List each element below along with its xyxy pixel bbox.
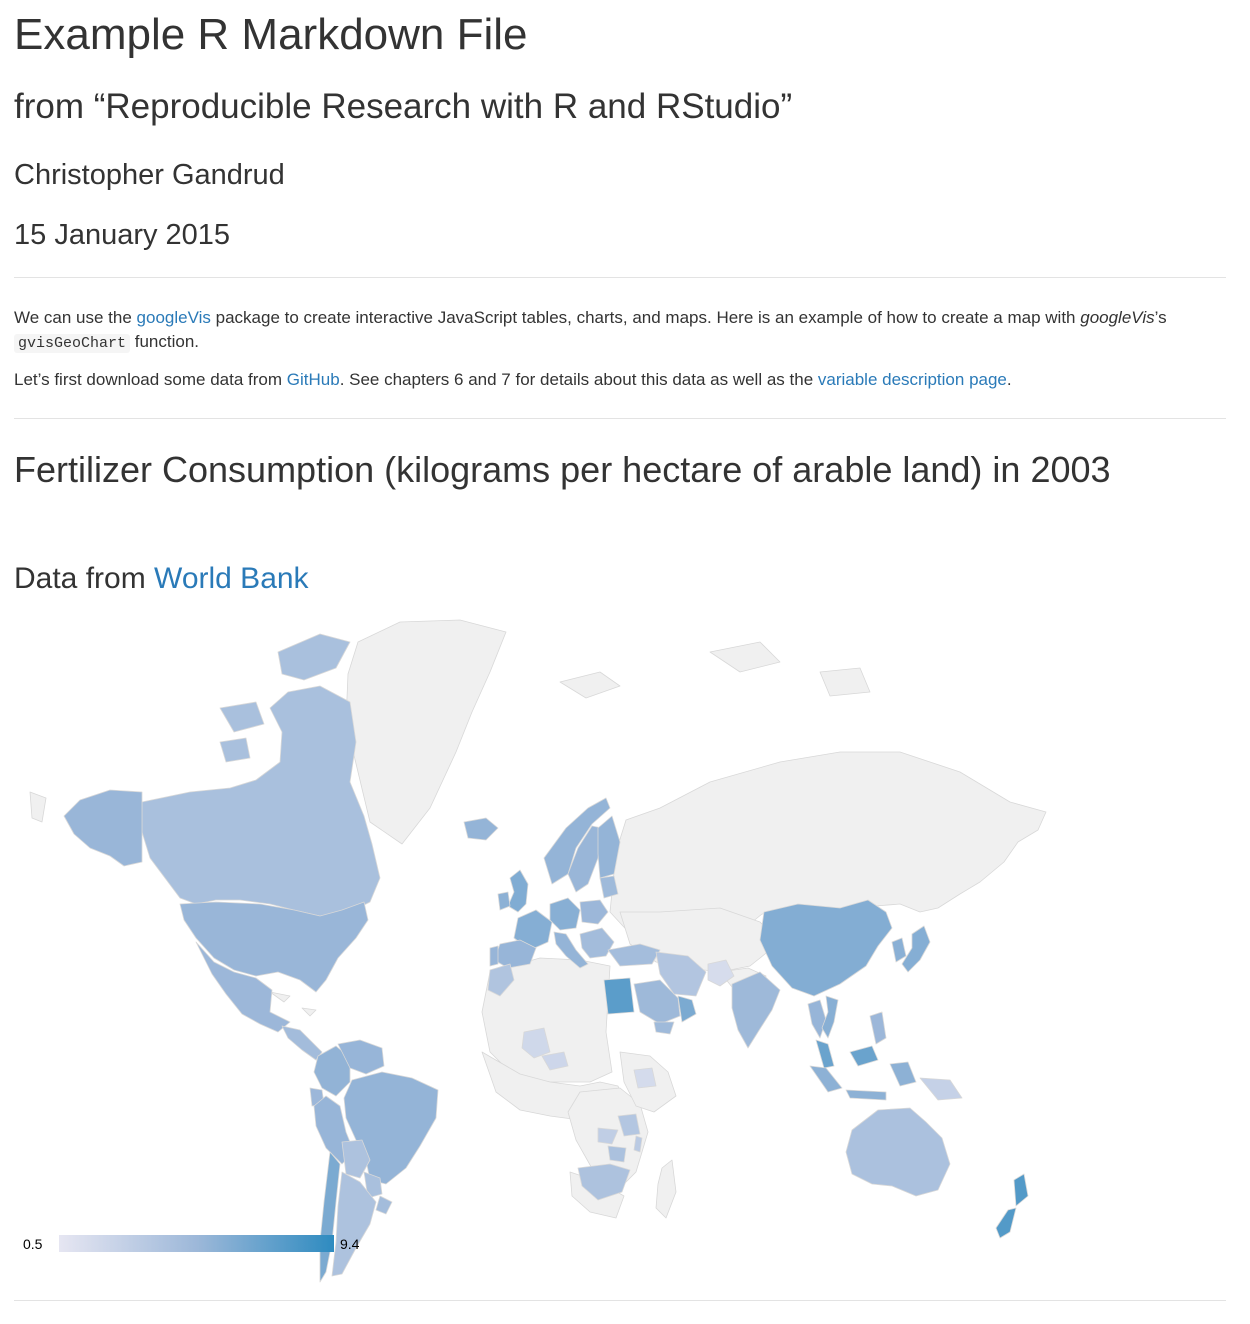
country-vietnam[interactable] bbox=[821, 995, 839, 1039]
country-saudi-arabia[interactable] bbox=[633, 979, 681, 1025]
googlevis-link[interactable]: googleVis bbox=[136, 308, 211, 327]
country-new-zealand[interactable] bbox=[995, 1173, 1029, 1239]
country-china[interactable] bbox=[759, 899, 893, 997]
no-data-region-madagascar bbox=[655, 1159, 677, 1219]
country-malawi[interactable] bbox=[633, 1135, 643, 1153]
document-date: 15 January 2015 bbox=[14, 219, 231, 251]
country-korea[interactable] bbox=[891, 937, 907, 963]
intro-divider bbox=[14, 418, 1226, 419]
country-ethiopia[interactable] bbox=[633, 1067, 657, 1089]
country-germany[interactable] bbox=[549, 897, 581, 931]
source-label: Data from bbox=[14, 562, 155, 595]
country-thailand[interactable] bbox=[807, 999, 827, 1039]
country-turkey[interactable] bbox=[607, 943, 661, 967]
country-venezuela[interactable] bbox=[337, 1039, 385, 1075]
country-indonesia[interactable] bbox=[809, 1061, 917, 1101]
country-ireland[interactable] bbox=[497, 891, 511, 911]
download-paragraph: Let’s first download some data from GitH… bbox=[14, 368, 1226, 392]
country-zambia[interactable] bbox=[597, 1127, 619, 1145]
country-tanzania[interactable] bbox=[617, 1113, 641, 1137]
country-baltics[interactable] bbox=[599, 875, 619, 899]
download-text: Let’s first download some data from bbox=[14, 370, 287, 389]
country-burkina-faso[interactable] bbox=[541, 1051, 569, 1071]
country-mali[interactable] bbox=[521, 1027, 551, 1059]
intro-text: package to create interactive JavaScript… bbox=[210, 308, 1081, 327]
no-data-region-antilles bbox=[269, 991, 317, 1017]
no-data-region-arctic-islands bbox=[559, 641, 871, 699]
country-india[interactable] bbox=[731, 971, 781, 1049]
country-poland[interactable] bbox=[579, 899, 609, 925]
legend-min-label: 0.5 bbox=[23, 1236, 43, 1252]
country-canada[interactable] bbox=[219, 633, 351, 763]
document-title: Example R Markdown File bbox=[14, 10, 528, 59]
country-bolivia[interactable] bbox=[341, 1139, 371, 1179]
download-text: . See chapters 6 and 7 for details about… bbox=[339, 370, 818, 389]
color-legend: 0.5 9.4 bbox=[23, 1235, 360, 1252]
country-united-states[interactable] bbox=[179, 901, 369, 993]
country-morocco[interactable] bbox=[487, 963, 515, 997]
github-link[interactable]: GitHub bbox=[286, 370, 340, 389]
country-france[interactable] bbox=[513, 909, 553, 951]
country-balkans[interactable] bbox=[579, 927, 615, 959]
intro-text: function. bbox=[130, 332, 200, 351]
geo-chart[interactable]: 0.5 9.4 bbox=[20, 612, 1240, 1292]
country-oman[interactable] bbox=[677, 995, 697, 1023]
country-united-kingdom[interactable] bbox=[507, 869, 529, 913]
country-argentina[interactable] bbox=[331, 1171, 377, 1277]
legend-max-label: 9.4 bbox=[340, 1236, 360, 1252]
country-japan[interactable] bbox=[901, 925, 931, 973]
footer-divider bbox=[14, 1300, 1226, 1301]
no-data-region-greenland bbox=[345, 619, 507, 845]
download-text: . bbox=[1006, 370, 1012, 389]
country-afghanistan[interactable] bbox=[707, 959, 735, 987]
variable-description-link[interactable]: variable description page bbox=[817, 370, 1007, 389]
country-philippines[interactable] bbox=[869, 1011, 887, 1045]
gvisgeochart-code: gvisGeoChart bbox=[14, 334, 131, 353]
country-paraguay[interactable] bbox=[363, 1171, 383, 1199]
world-map-svg[interactable]: 0.5 9.4 bbox=[20, 612, 1240, 1292]
country-zimbabwe[interactable] bbox=[607, 1145, 627, 1163]
country-colombia[interactable] bbox=[313, 1045, 351, 1097]
intro-text: ’s bbox=[1154, 308, 1167, 327]
country-mexico[interactable] bbox=[195, 941, 291, 1033]
country-uruguay[interactable] bbox=[375, 1195, 393, 1215]
country-central-america[interactable] bbox=[281, 1025, 323, 1061]
country-iceland[interactable] bbox=[463, 817, 499, 841]
country-yemen[interactable] bbox=[653, 1021, 675, 1035]
country-iran[interactable] bbox=[655, 951, 707, 997]
no-data-region-greenland-west-isles bbox=[29, 791, 47, 823]
country-finland[interactable] bbox=[597, 815, 621, 879]
googlevis-emphasis: googleVis bbox=[1080, 308, 1155, 327]
world-bank-link[interactable]: World Bank bbox=[154, 562, 309, 595]
country-malaysia[interactable] bbox=[815, 1039, 879, 1069]
section-heading: Fertilizer Consumption (kilograms per he… bbox=[14, 449, 1111, 490]
country-papua-new-guinea[interactable] bbox=[919, 1077, 963, 1101]
document-author: Christopher Gandrud bbox=[14, 159, 285, 191]
data-source-heading: Data from World Bank bbox=[14, 560, 309, 598]
country-egypt[interactable] bbox=[603, 977, 635, 1015]
country-norway[interactable] bbox=[543, 797, 611, 885]
intro-paragraph: We can use the googleVis package to crea… bbox=[14, 306, 1226, 356]
country-alaska-us[interactable] bbox=[63, 789, 143, 867]
intro-text: We can use the bbox=[14, 308, 137, 327]
country-italy[interactable] bbox=[553, 931, 589, 969]
legend-gradient-bar bbox=[59, 1235, 334, 1252]
country-regions[interactable] bbox=[63, 633, 1029, 1283]
document-subtitle: from “Reproducible Research with R and R… bbox=[14, 87, 793, 126]
country-portugal[interactable] bbox=[489, 945, 499, 967]
country-australia[interactable] bbox=[845, 1107, 951, 1197]
header-divider bbox=[14, 277, 1226, 278]
country-south-africa[interactable] bbox=[577, 1163, 631, 1201]
